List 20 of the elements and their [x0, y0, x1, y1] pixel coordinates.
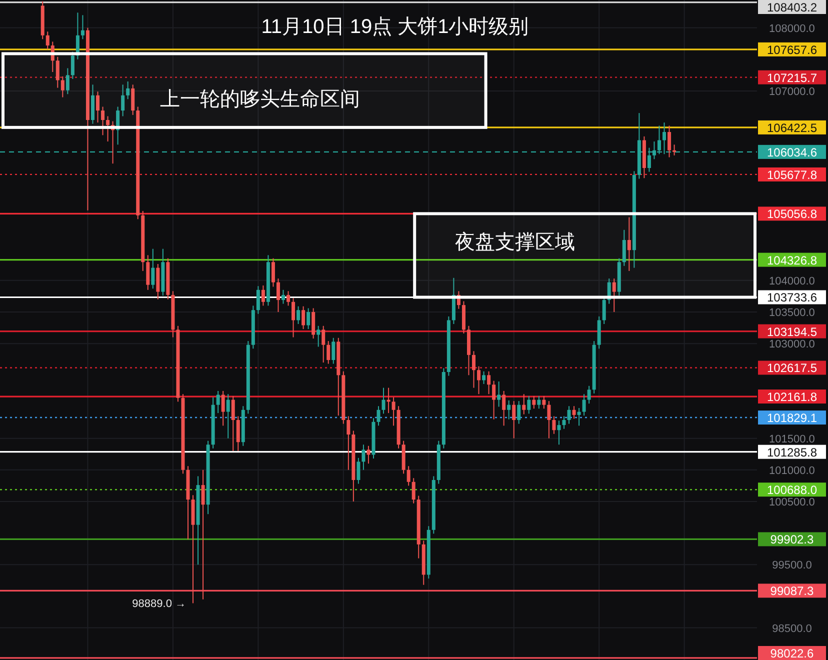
ref-line-label: 105056.8 [766, 207, 818, 222]
ref-line-label: 103194.5 [766, 324, 818, 339]
ref-line-label: 98022.6 [770, 646, 814, 660]
ref-line-label: 106422.5 [766, 120, 818, 135]
ref-line-label: 102617.5 [766, 361, 818, 376]
ref-line-label: 100688.0 [766, 483, 818, 498]
ref-line-label: 108403.2 [766, 0, 818, 14]
ref-line-label: 99902.3 [770, 532, 814, 547]
annotation: 98889.0 → [132, 598, 186, 610]
ref-line-label: 103733.6 [766, 290, 818, 305]
title: 11月10日 19点 大饼1小时级别 [261, 16, 529, 38]
ref-line-label: 99087.3 [770, 584, 814, 598]
ref-line-label: 101829.1 [766, 411, 818, 426]
ref-line-label: 101285.8 [766, 445, 818, 460]
ref-line-label: 107215.7 [766, 70, 818, 85]
ref-line-label: 107657.6 [766, 42, 818, 57]
ref-line-label: 105677.8 [766, 168, 818, 182]
ref-line-label: 104326.8 [766, 253, 818, 268]
ref-line-label: 102161.8 [766, 390, 818, 404]
ref-line-label: 106034.6 [766, 145, 818, 160]
